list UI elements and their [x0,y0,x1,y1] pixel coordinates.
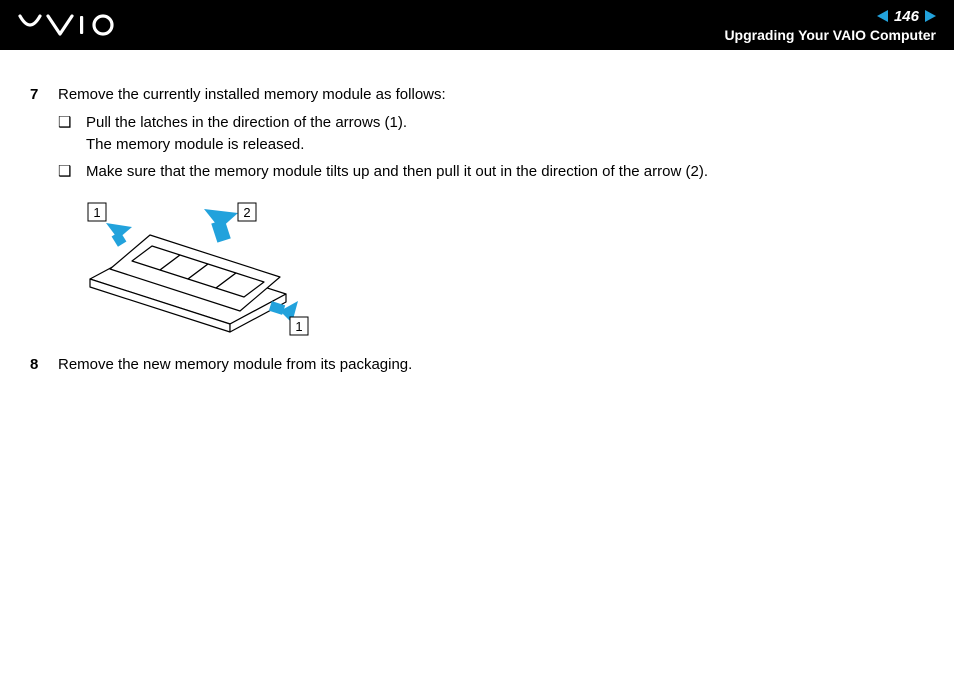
nav-next-icon[interactable] [925,10,936,22]
step-text: Remove the currently installed memory mo… [58,84,924,106]
section-title: Upgrading Your VAIO Computer [724,27,936,43]
content-area: 7 Remove the currently installed memory … [0,50,954,376]
vaio-logo [18,12,128,38]
sub-item: ❑ Make sure that the memory module tilts… [58,161,924,183]
sub-text-line: Pull the latches in the direction of the… [86,112,407,134]
step-number: 8 [30,354,44,376]
step-8: 8 Remove the new memory module from its … [30,354,924,376]
header-bar: 146 Upgrading Your VAIO Computer [0,0,954,50]
step-number: 7 [30,84,44,189]
step-7: 7 Remove the currently installed memory … [30,84,924,189]
sub-text-line: Make sure that the memory module tilts u… [86,161,708,183]
svg-text:2: 2 [243,205,250,220]
sub-text-line: The memory module is released. [86,134,407,156]
sub-item: ❑ Pull the latches in the direction of t… [58,112,924,156]
nav-prev-icon[interactable] [877,10,888,22]
step-text: Remove the new memory module from its pa… [58,354,924,376]
page-number: 146 [894,8,919,25]
bullet-icon: ❑ [58,161,72,183]
page-nav: 146 Upgrading Your VAIO Computer [724,8,936,43]
bullet-icon: ❑ [58,112,72,156]
memory-module-diagram: 1 2 1 [70,199,924,344]
svg-text:1: 1 [295,319,302,334]
svg-text:1: 1 [93,205,100,220]
